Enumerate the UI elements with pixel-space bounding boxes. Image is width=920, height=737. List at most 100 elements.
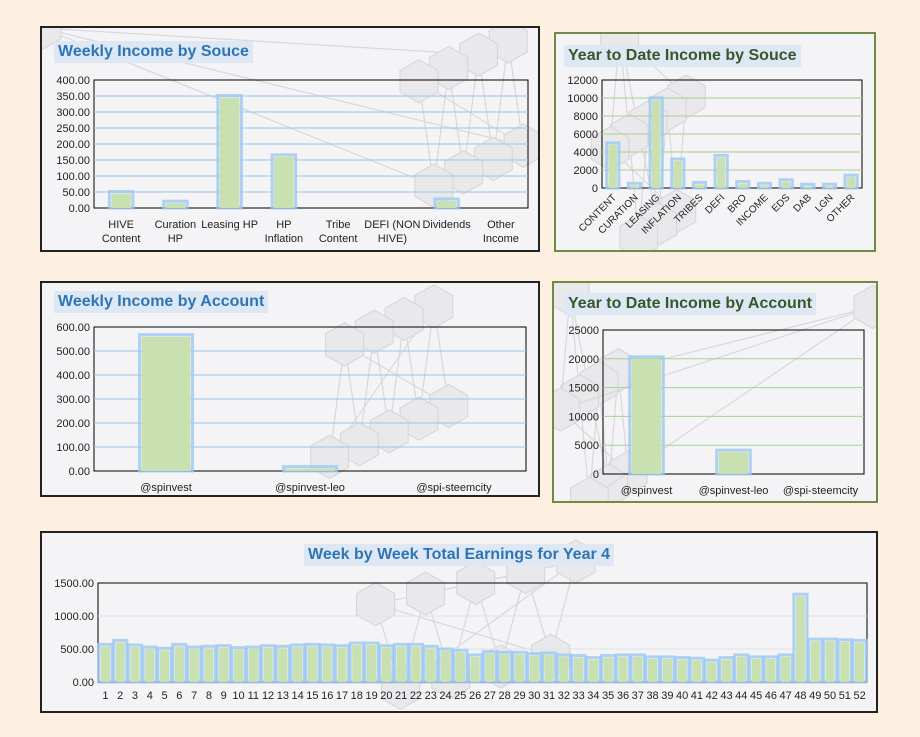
y-tick-label: 500.00: [56, 346, 90, 358]
bar: [692, 660, 702, 682]
x-category-label: @spinvest-leo: [275, 482, 345, 494]
weekly-income-by-account-panel: Weekly Income by Account 0.00 100.00 200.0…: [40, 281, 540, 497]
y-tick-label: 2000: [574, 165, 598, 177]
x-category-label: DAB: [792, 192, 815, 215]
y-tick-label: 300.00: [56, 394, 90, 406]
y-tick-label: 0: [593, 469, 599, 481]
y-tick-label: 400.00: [56, 370, 90, 382]
bar: [603, 657, 613, 682]
bar: [165, 203, 186, 208]
bar: [544, 654, 554, 682]
x-category-label: 34: [587, 690, 599, 702]
bar: [717, 157, 726, 188]
y-tick-label: 200.00: [56, 139, 90, 151]
bar: [274, 156, 294, 208]
y-tick-label: 0: [592, 183, 598, 195]
x-category-label: 32: [558, 690, 570, 702]
x-category-label: 16: [321, 690, 333, 702]
x-category-label: 43: [720, 690, 732, 702]
x-category-label: 29: [513, 690, 525, 702]
x-category-label: Dividends: [422, 219, 471, 231]
bar: [588, 659, 598, 682]
bar: [825, 641, 835, 682]
x-category-label: 36: [617, 690, 629, 702]
bar: [514, 654, 525, 682]
x-category-label: 3: [132, 690, 138, 702]
x-category-label: 24: [439, 690, 451, 702]
x-category-label: 20: [380, 690, 392, 702]
bar: [455, 652, 465, 682]
bar: [115, 642, 125, 682]
y-tick-label: 1500.00: [54, 578, 94, 590]
bar: [630, 185, 639, 188]
x-category-label: 37: [632, 690, 644, 702]
x-category-label: 23: [425, 690, 437, 702]
y-tick-label: 350.00: [56, 91, 90, 103]
x-category-label: 21: [395, 690, 407, 702]
x-category-label: 11: [248, 690, 259, 702]
x-category-label: Other Income: [483, 219, 519, 245]
bar: [855, 642, 865, 682]
bar: [307, 646, 318, 682]
x-category-label: 5: [161, 690, 167, 702]
bar: [559, 656, 569, 682]
bar: [795, 596, 806, 682]
x-category-label: @spinvest: [621, 485, 673, 497]
bar: [673, 161, 682, 188]
y-tick-label: 100.00: [56, 442, 90, 454]
bar: [233, 649, 244, 682]
x-category-label: 30: [528, 690, 540, 702]
bar: [500, 654, 510, 682]
bar: [608, 144, 617, 188]
x-category-label: 10: [232, 690, 244, 702]
x-category-label: 52: [853, 690, 865, 702]
bar: [485, 653, 495, 682]
x-category-label: DEFI (NON HIVE): [364, 219, 420, 245]
bar: [618, 656, 628, 682]
bar: [840, 641, 850, 682]
bar: [470, 656, 480, 682]
bar: [718, 452, 749, 474]
bar: [145, 649, 155, 682]
y-tick-label: 50.00: [62, 187, 90, 199]
bar: [285, 468, 335, 471]
y-tick-label: 1000.00: [54, 611, 94, 623]
x-category-label: 13: [277, 690, 289, 702]
bar: [100, 646, 110, 682]
x-category-label: @spinvest-leo: [699, 485, 769, 497]
bar: [436, 200, 457, 208]
y-tick-label: 0.00: [69, 203, 90, 215]
x-category-label: 27: [484, 690, 496, 702]
bar: [847, 177, 856, 188]
bar: [248, 649, 258, 682]
bar: [825, 186, 834, 188]
y-tick-label: 20000: [568, 354, 599, 366]
x-category-label: 49: [809, 690, 821, 702]
y-tick-label: 5000: [575, 440, 599, 452]
x-category-label: 4: [147, 690, 153, 702]
x-category-label: 42: [706, 690, 718, 702]
x-category-label: 31: [543, 690, 555, 702]
bar: [440, 650, 451, 682]
y-tick-label: 200.00: [56, 418, 90, 430]
x-category-label: Curation HP: [155, 219, 197, 245]
y-tick-label: 150.00: [56, 155, 90, 167]
bar: [647, 658, 658, 682]
bar: [662, 658, 672, 682]
x-category-label: 15: [306, 690, 318, 702]
y-tick-label: 25000: [568, 325, 599, 337]
ytd-income-by-account-panel: Year to Date Income by Account 0 5000 1000…: [552, 281, 878, 503]
y-tick-label: 600.00: [56, 322, 90, 334]
bar: [738, 183, 747, 188]
x-category-label: 47: [780, 690, 792, 702]
x-category-label: @spinvest: [140, 482, 192, 494]
x-category-label: 50: [824, 690, 836, 702]
bar: [381, 647, 391, 682]
ytd-account-chart: 0 5000 10000 15000 20000 25000 @spinvest @spinv…: [568, 325, 865, 497]
bar: [751, 658, 761, 682]
x-category-label: 7: [191, 690, 197, 702]
x-category-label: @spi-steemcity: [416, 482, 492, 494]
y-tick-label: 4000: [574, 147, 598, 159]
bar: [631, 358, 662, 474]
x-category-label: 25: [454, 690, 466, 702]
